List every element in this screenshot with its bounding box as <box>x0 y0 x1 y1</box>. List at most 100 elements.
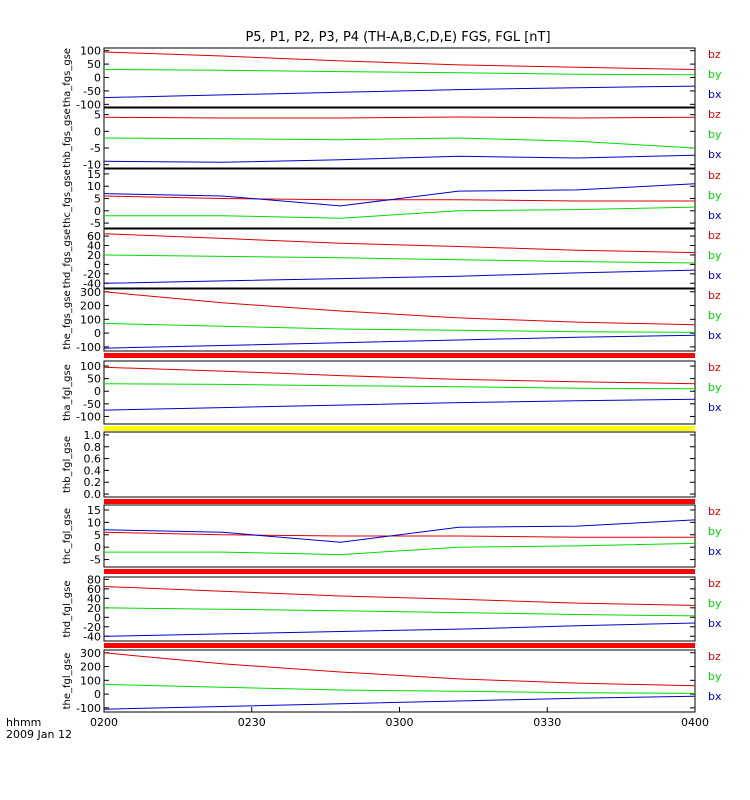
y-tick-label: 5 <box>94 193 101 206</box>
series-line-bx <box>103 154 696 163</box>
series-label-bx: bx <box>708 401 722 414</box>
series-line-bz <box>103 652 696 687</box>
status-bar <box>104 569 695 574</box>
x-tick-label: 0300 <box>386 716 414 729</box>
y-tick-label: 0.6 <box>84 453 102 466</box>
series-label-bx: bx <box>708 545 722 558</box>
y-tick-label: -40 <box>83 630 101 643</box>
series-line-by <box>103 69 696 76</box>
y-tick-label: -5 <box>90 554 101 567</box>
y-tick-label: 60 <box>87 230 101 243</box>
series-line-bx <box>103 398 696 411</box>
y-tick-label: -40 <box>83 277 101 290</box>
x-tick-label: 0230 <box>238 716 266 729</box>
series-label-bz: bz <box>708 361 721 374</box>
date-label: 2009 Jan 12 <box>6 728 72 741</box>
series-line-by <box>103 137 696 149</box>
y-axis-label: thd_fgs_gse <box>62 229 73 288</box>
y-axis-label: thb_fgl_gse <box>62 436 73 493</box>
y-tick-label: 15 <box>87 504 101 517</box>
y-tick-label: 0 <box>94 611 101 624</box>
y-tick-label: 0.8 <box>84 441 102 454</box>
series-line-by <box>103 383 696 390</box>
y-tick-label: 15 <box>87 168 101 181</box>
status-bar <box>104 353 695 358</box>
y-tick-label: 10 <box>87 180 101 193</box>
y-tick-label: 200 <box>80 300 101 313</box>
y-axis-label: thb_fgs_gse <box>62 108 73 167</box>
series-line-bz <box>103 586 696 606</box>
x-tick-label: 0200 <box>90 716 118 729</box>
series-label-bx: bx <box>708 148 722 161</box>
series-line-bz <box>103 291 696 326</box>
series-line-by <box>103 322 696 333</box>
series-label-bz: bz <box>708 650 721 663</box>
y-tick-label: 0 <box>94 205 101 218</box>
series-line-bx <box>103 269 696 284</box>
y-tick-label: 0.4 <box>84 464 102 477</box>
series-label-bz: bz <box>708 289 721 302</box>
y-tick-label: 20 <box>87 249 101 262</box>
y-tick-label: -50 <box>83 398 101 411</box>
time-axis-label: hhmm <box>6 716 41 729</box>
y-tick-label: -5 <box>90 217 101 230</box>
series-label-by: by <box>708 597 722 610</box>
y-tick-label: -5 <box>90 142 101 155</box>
series-label-bx: bx <box>708 269 722 282</box>
panel-frame <box>103 360 696 425</box>
y-tick-label: 100 <box>80 674 101 687</box>
y-axis-label: thd_fgl_gse <box>62 581 73 638</box>
series-line-bx <box>103 85 696 99</box>
series-line-bz <box>103 195 695 202</box>
series-line-by <box>104 206 696 219</box>
y-tick-label: 0 <box>94 385 101 398</box>
series-label-by: by <box>708 381 722 394</box>
y-tick-label: 60 <box>87 583 101 596</box>
series-line-by <box>104 542 696 556</box>
series-label-bx: bx <box>708 690 722 703</box>
x-axis: 0200 0230 0300 0330 0400 <box>90 707 709 729</box>
status-bar <box>104 643 695 648</box>
series-label-bx: bx <box>708 617 722 630</box>
series-line-bz <box>103 233 696 254</box>
y-tick-label: 0 <box>94 688 101 701</box>
series-line-bz <box>103 116 696 119</box>
y-tick-label: 0 <box>94 125 101 138</box>
x-tick-label: 0330 <box>533 716 561 729</box>
series-label-bz: bz <box>708 169 721 182</box>
series-line-bx <box>103 334 696 349</box>
series-label-by: by <box>708 189 722 202</box>
series-label-by: by <box>708 525 722 538</box>
y-tick-label: -100 <box>76 702 101 715</box>
y-tick-label: 20 <box>87 602 101 615</box>
y-tick-label: 5 <box>94 529 101 542</box>
series-line-by <box>103 254 696 264</box>
y-axis-label: tha_fgl_gse <box>62 364 73 421</box>
x-tick-label: 0400 <box>681 716 709 729</box>
y-tick-label: 100 <box>80 45 101 58</box>
y-axis-label: the_fgl_gse <box>62 653 73 710</box>
series-label-by: by <box>708 128 722 141</box>
y-tick-label: 100 <box>80 313 101 326</box>
y-tick-label: 40 <box>87 592 101 605</box>
status-bar <box>104 426 695 431</box>
panel-thb_fgl_gse: 1.00.80.60.40.20.0 thb_fgl_gse <box>62 429 696 504</box>
y-tick-label: 50 <box>87 373 101 386</box>
series-label-bx: bx <box>708 88 722 101</box>
y-axis-label: thc_fgs_gse <box>62 169 73 228</box>
series-label-bz: bz <box>708 48 721 61</box>
y-tick-label: 0 <box>94 258 101 271</box>
series-label-bz: bz <box>708 505 721 518</box>
y-tick-label: 300 <box>80 647 101 660</box>
series-label-bx: bx <box>708 329 722 342</box>
series-line-by <box>103 683 696 694</box>
series-label-by: by <box>708 68 722 81</box>
series-label-bz: bz <box>708 229 721 242</box>
